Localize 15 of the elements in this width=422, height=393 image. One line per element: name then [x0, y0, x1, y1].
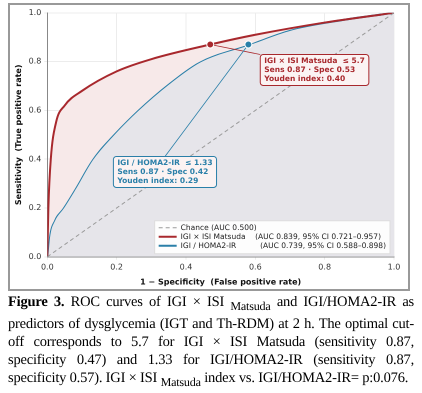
- x-tick-label: 0.2: [110, 262, 124, 272]
- y-tick-label: 0.8: [28, 56, 42, 66]
- y-tick-label: 0.4: [28, 154, 42, 164]
- x-tick-label: 0.4: [180, 262, 192, 272]
- x-axis-title: 1 − Specificity (False positive rate): [140, 277, 302, 286]
- y-tick-label: 0.6: [28, 105, 42, 114]
- y-axis-title: Sensitivity (True positive rate): [14, 64, 23, 206]
- x-tick-label: 0.6: [248, 262, 262, 272]
- x-tick-label: 0.0: [40, 262, 54, 272]
- x-tick-label: 0.8: [318, 262, 332, 272]
- y-tick-label: 0.2: [28, 203, 42, 212]
- text: Figure 3. ROC curves of IGI × ISI $_{Matsuda}$ and IGI/HOMA2-IR as predictors of dysglycemia (IGT and Th-RDM) at 2 h. The optimal cut-off corresponds to 5.7 for IGI × ISI Matsuda (sensitivity 0.87, specificity 0.47) and 1.33 for IGI/HOMA2-IR (sensitivity 0.87, specificity 0.57). IGI × ISI $_{Matsuda}$ index vs. IGI/HOMA2-IR= p:0.076.: [8, 294, 414, 389]
- x-tick-label: 1.0: [388, 262, 400, 272]
- y-tick-label: 1.0: [28, 8, 42, 17]
- y-tick-label: 0.0: [28, 252, 42, 261]
